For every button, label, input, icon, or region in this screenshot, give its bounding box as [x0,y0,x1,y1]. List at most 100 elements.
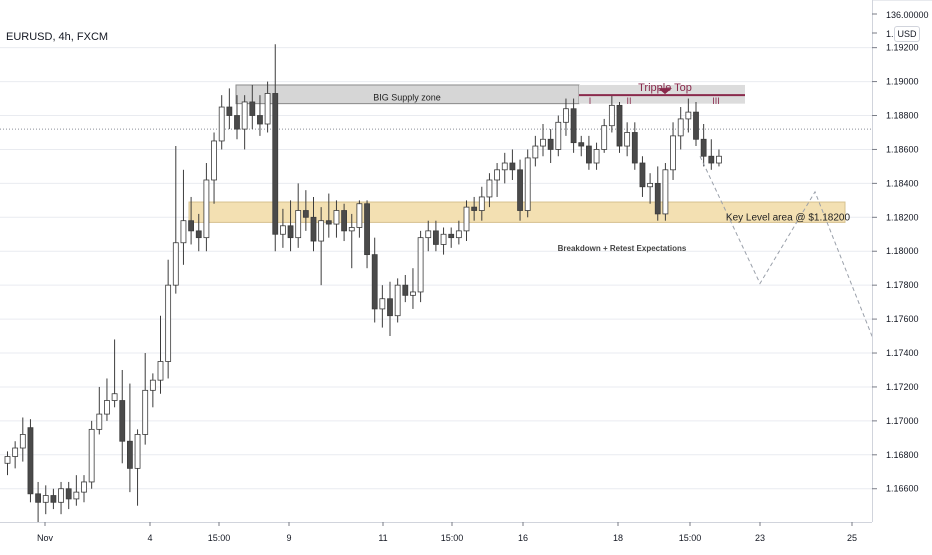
candle-body [647,182,653,188]
candle-body [394,284,401,317]
price-scale [872,0,932,550]
candle-body [119,400,126,442]
price-tick-label: 1.17600 [886,314,919,324]
price-tick-label: 1.18200 [886,212,919,222]
candle-body [478,196,485,211]
candle-body [716,155,722,164]
price-tick-label: 1.16800 [886,450,919,460]
candle-body [364,203,370,256]
candle-body [111,393,118,401]
candle-body [455,230,462,239]
candle-body [65,488,72,500]
candle-body [586,145,592,164]
time-tick-label: Nov [37,533,54,543]
candle-body [165,284,172,362]
candle-body [616,104,623,147]
candle-body [180,220,187,244]
price-tick-label: 1. [886,29,894,39]
candle-body [73,491,80,500]
candle-body [486,179,493,198]
candle-body [211,140,217,181]
candle-body [19,434,26,449]
candle-body [104,400,110,415]
price-tick-label: 1.18600 [886,144,919,154]
candle-body [624,132,631,147]
candle-body [639,162,646,188]
candle-body [27,427,34,495]
price-tick-label: 1.19200 [886,43,919,53]
time-tick-label: 18 [613,533,623,543]
candle-body [700,138,707,157]
supply-zone-label: BIG Supply zone [373,93,441,103]
candle-body [341,210,348,232]
time-tick-label: 11 [378,533,387,543]
candle-body [272,93,279,235]
candle-body [218,106,225,142]
candle-body [685,111,692,120]
candle-body [608,104,615,127]
price-tick-label: 1.18000 [886,246,919,256]
candle-body [348,227,355,232]
candle-body [555,121,562,150]
candle-body [234,115,240,130]
candle-body [501,162,508,171]
candle-body [570,108,577,144]
candle-body [279,225,286,235]
pattern-mark: I [589,96,592,106]
candle-body [448,233,455,239]
price-tick-label: 1.18800 [886,111,919,121]
candle-body [517,169,523,211]
key-level-zone [188,201,846,223]
time-tick-label: 9 [286,533,291,543]
time-tick-label: 15:00 [679,533,702,543]
candle-body [494,169,501,181]
candle-body [58,488,64,503]
candle-body [333,210,340,225]
key-level-label: Key Level area @ $1.18200 [726,212,851,223]
candle-body [172,242,179,286]
candle-body [157,361,164,381]
candle-body [371,254,378,310]
candle-body [410,291,416,296]
time-tick-label: 15:00 [441,533,464,543]
candle-body [96,413,103,430]
pattern-mark: III [712,96,720,106]
candle-body [127,440,133,469]
candle-body [226,106,233,116]
candle-body [325,220,332,225]
time-tick-label: 16 [518,533,528,543]
candle-body [142,389,149,435]
currency-badge[interactable]: USD [894,26,920,42]
candle-body [631,132,638,164]
candle-body [241,101,248,130]
price-tick-label: 1.17000 [886,416,919,426]
candle-body [249,101,256,116]
candle-body [524,157,531,211]
price-tick-label: 1.18400 [886,178,919,188]
candle-body [35,493,41,503]
candle-body [417,237,424,293]
candle-body [693,111,699,140]
candle-body [149,379,156,391]
price-tick-label: 1.17400 [886,348,919,358]
candle-body [532,145,539,159]
time-tick-label: 15:00 [208,533,231,543]
candle-body [257,115,263,125]
candle-body [318,220,325,242]
candle-body [264,93,271,125]
retest-note: Breakdown + Retest Expectations [558,244,687,253]
candle-body [540,138,546,147]
candle-body [188,220,195,232]
candle-body [509,162,516,171]
candle-body [203,179,210,239]
candle-body [578,142,585,147]
pattern-mark: II [626,96,631,106]
candle-body [593,149,600,164]
candle-body [654,182,661,215]
price-tick-label: 1.17200 [886,382,919,392]
candle-body [402,284,409,296]
candle-body [356,203,363,228]
candle-body [81,481,87,493]
